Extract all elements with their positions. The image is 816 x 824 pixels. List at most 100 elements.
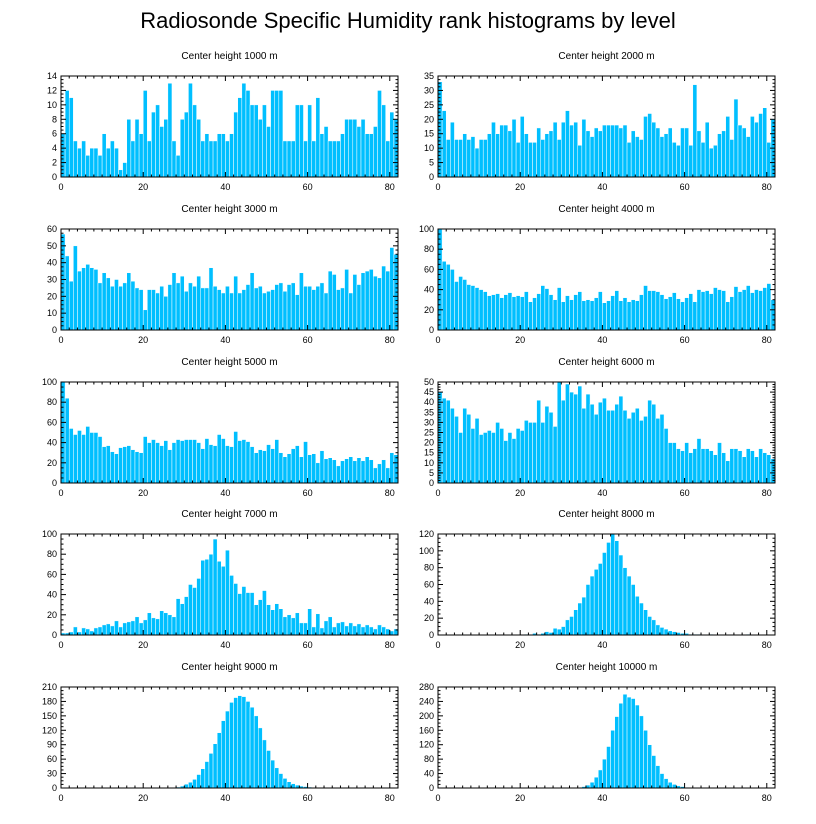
histogram-bar [577,145,583,178]
histogram-bar [548,412,554,484]
histogram-bar [208,267,214,331]
histogram-bar [667,630,673,636]
histogram-bar [610,410,615,484]
histogram-bar [336,465,341,484]
histogram-bar [323,126,329,178]
histogram-bar [163,296,169,331]
histogram-bar [499,297,505,331]
histogram-bar [717,442,722,484]
histogram-bar [200,448,206,484]
histogram-bar [618,554,624,636]
y-tick-label: 80 [47,549,57,559]
histogram-bar [373,275,378,331]
histogram-bar [163,612,169,636]
histogram-bar [750,116,755,178]
histogram-bar [266,604,271,636]
x-tick-label: 20 [138,182,148,192]
histogram-bar [364,133,370,178]
histogram-bar [556,628,562,636]
histogram-bar [639,715,644,789]
histogram-bar [110,451,115,484]
histogram-bar [278,773,284,789]
histogram-bar [750,292,755,331]
histogram-bar [212,140,218,178]
histogram-bar [758,113,763,178]
histogram-bar [544,288,550,331]
histogram-bar [253,104,259,178]
histogram-bar [606,300,611,331]
histogram-bar [311,140,317,178]
histogram-bar [733,448,739,484]
y-tick-label: 10 [424,143,434,153]
histogram-bar [647,399,652,484]
histogram-bar [441,261,447,331]
histogram-bar [188,584,193,636]
x-tick-label: 60 [680,488,690,498]
histogram-bar [64,397,70,484]
histogram-bar [495,133,500,178]
histogram-bar [245,592,251,636]
histogram-bar [569,299,574,331]
histogram-bar [142,436,148,484]
histogram-bar [704,121,710,178]
histogram-bar [151,111,156,178]
histogram-bar [270,448,275,484]
x-tick-label: 60 [680,335,690,345]
histogram-bar [368,626,374,636]
histogram-bar [573,294,578,331]
histogram-bar [77,430,82,484]
histogram-bar [618,702,624,789]
histogram-bar [175,598,181,636]
y-tick-label: 20 [424,438,434,448]
histogram-bar [216,133,222,178]
y-tick-label: 50 [47,241,57,251]
histogram-bar [507,292,513,331]
histogram-bar [274,284,280,331]
histogram-bar [105,623,111,636]
histogram-bar [130,449,136,484]
histogram-bar [593,297,599,331]
histogram-bar [60,233,66,331]
histogram-bar [503,294,509,331]
y-tick-label: 25 [424,428,434,438]
histogram-bar [680,127,685,178]
histogram-bar [696,438,702,484]
x-tick-label: 20 [138,335,148,345]
histogram-bar [249,104,255,178]
x-tick-label: 40 [597,335,607,345]
histogram-bar [737,291,743,331]
histogram-bar [708,450,714,484]
histogram-bar [713,454,718,484]
histogram-bar [364,624,370,636]
histogram-bar [138,289,144,331]
histogram-bar [540,285,546,331]
histogram-bar [729,448,735,484]
histogram-bar [573,609,578,636]
histogram-bar [204,438,210,484]
histogram-bar [647,616,652,636]
histogram-bar [565,383,570,484]
histogram-bar [142,309,148,331]
y-tick-label: 60 [47,569,57,579]
histogram-bar [626,575,632,636]
histogram-bar [142,90,148,178]
histogram-bar [482,291,488,331]
histogram-bar [241,289,247,331]
y-tick-label: 8 [52,114,57,124]
histogram-bar [466,414,472,484]
histogram-bar [581,596,587,636]
histogram-bar [676,298,681,331]
histogram-bar [89,432,95,484]
histogram-bar [676,145,681,178]
histogram-bar [758,290,763,331]
histogram-bar [635,704,640,789]
histogram-bar [184,111,189,178]
histogram-bar [126,119,132,178]
histogram-bar [216,561,222,636]
histogram-bar [524,133,529,178]
y-tick-label: 280 [419,682,434,692]
histogram-bar [73,140,78,178]
histogram-bar [503,124,509,178]
histogram-bar [105,445,111,484]
y-tick-label: 0 [52,783,57,793]
